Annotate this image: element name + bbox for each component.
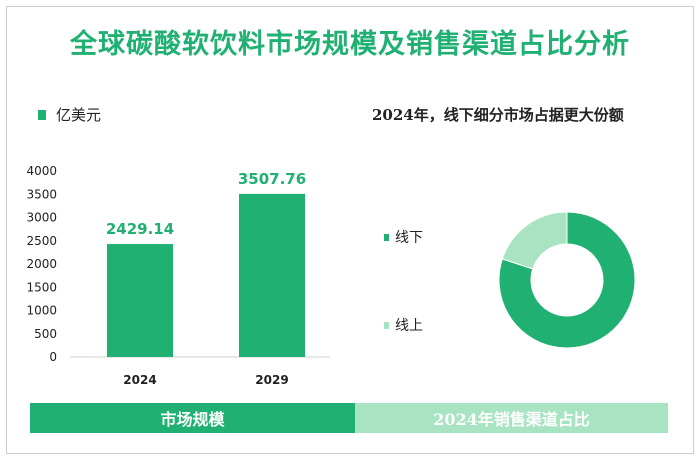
page-title: 全球碳酸软饮料市场规模及销售渠道占比分析 bbox=[70, 29, 630, 60]
donut-slice-1 bbox=[501, 211, 568, 270]
bar-chart: 0 500 1000 1500 2000 2500 3000 3500 4000 2429.14 2… bbox=[26, 164, 330, 387]
footer-channel-share: 2024年销售渠道占比 bbox=[355, 403, 668, 433]
bar-value-label: 3507.76 bbox=[238, 170, 306, 188]
y-tick-label: 1000 bbox=[26, 304, 57, 318]
y-tick-label: 2000 bbox=[26, 257, 57, 271]
y-tick-label: 3000 bbox=[26, 211, 57, 225]
legend-swatch bbox=[38, 109, 46, 120]
donut-title: 2024年，线下细分市场占据更大份额 bbox=[372, 106, 624, 124]
bar-2029 bbox=[239, 193, 305, 357]
y-tick-label: 500 bbox=[34, 327, 57, 341]
online-swatch bbox=[384, 321, 389, 329]
y-tick-label: 3500 bbox=[26, 187, 57, 201]
y-tick-label: 1500 bbox=[26, 280, 57, 294]
y-tick-label: 0 bbox=[49, 350, 57, 364]
bar-2024 bbox=[107, 244, 173, 357]
y-tick-label: 4000 bbox=[26, 164, 57, 178]
x-tick-label: 2029 bbox=[255, 373, 288, 387]
x-tick-label: 2024 bbox=[123, 373, 156, 387]
donut-slice-0 bbox=[498, 211, 636, 349]
offline-label: 线下 bbox=[395, 230, 423, 246]
donut-label-online: 线上 bbox=[384, 315, 423, 335]
footer-market-size: 市场规模 bbox=[30, 403, 355, 433]
offline-swatch bbox=[384, 233, 389, 241]
frame bbox=[6, 6, 694, 454]
bar-value-label: 2429.14 bbox=[106, 220, 174, 238]
bar-legend: 亿美元 bbox=[38, 104, 101, 125]
legend-label: 亿美元 bbox=[56, 106, 102, 124]
donut-label-offline: 线下 bbox=[384, 227, 423, 247]
donut-chart bbox=[498, 211, 636, 349]
y-tick-label: 2500 bbox=[26, 234, 57, 248]
online-label: 线上 bbox=[395, 318, 423, 334]
